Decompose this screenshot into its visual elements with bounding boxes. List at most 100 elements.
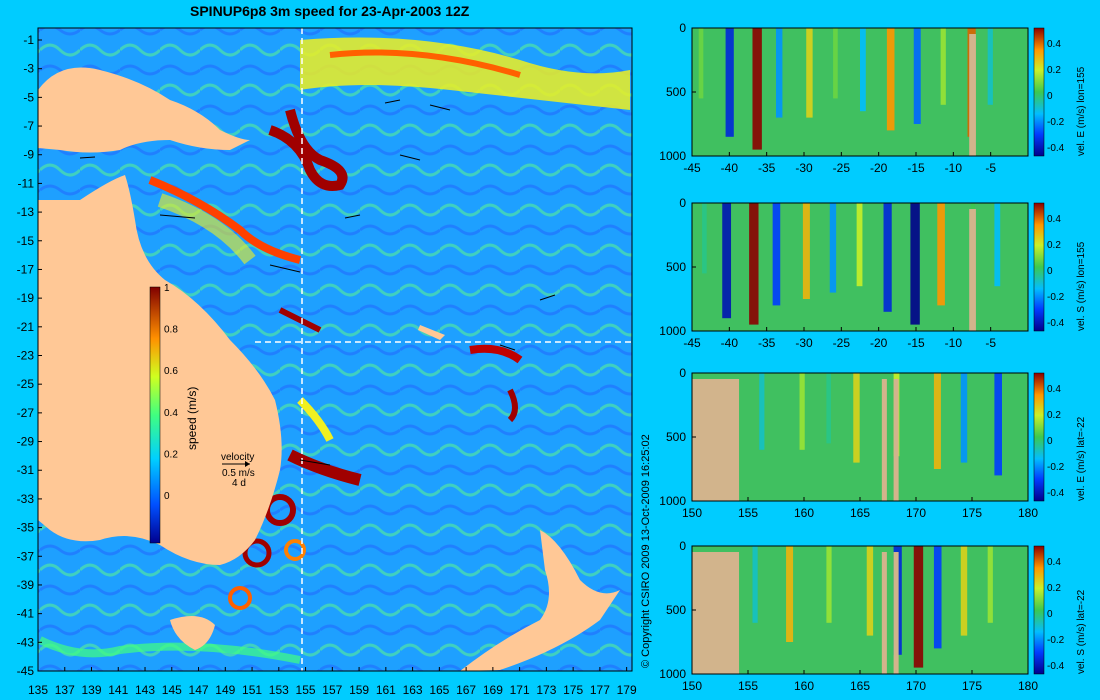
lat-tick-label: -13 bbox=[17, 205, 35, 219]
speed-colorbar-tick: 0 bbox=[164, 491, 170, 502]
velocity-stripe bbox=[856, 203, 863, 287]
section-colorbar-tick: -0.4 bbox=[1047, 488, 1065, 499]
section-colorbar-label: vel. S (m/s) lat=-22 bbox=[1076, 589, 1087, 674]
speed-colorbar-tick: 0.2 bbox=[164, 449, 178, 460]
velocity-stripe bbox=[960, 373, 968, 463]
lat-tick-label: -29 bbox=[17, 435, 35, 449]
section-colorbar-tick: -0.2 bbox=[1047, 462, 1065, 473]
lat-tick-labels: -1 -3 -5 -7 -9 -11 -13 -15 -17 -19 -21 -23 -25 -27 -29… bbox=[17, 33, 42, 678]
velocity-stripe bbox=[933, 546, 942, 649]
x-tick-label: -35 bbox=[758, 161, 776, 175]
lat-tick-label: -23 bbox=[17, 349, 35, 363]
velocity-stripe bbox=[937, 203, 945, 306]
land-mask bbox=[881, 552, 887, 674]
lat-tick-label: -27 bbox=[17, 406, 35, 420]
y-tick-label: 500 bbox=[666, 603, 686, 617]
section-background bbox=[692, 373, 1028, 501]
velocity-arrows bbox=[79, 99, 556, 466]
lon-tick-labels: 135 137 139 141 143 145 147 149 151 153 155 157 159 1… bbox=[28, 667, 637, 697]
lat-tick-label: -21 bbox=[17, 320, 35, 334]
section-colorbar-tick: 0.4 bbox=[1047, 39, 1061, 50]
lat-tick-label: -45 bbox=[17, 664, 35, 678]
lon-tick-label: 177 bbox=[590, 683, 610, 697]
x-tick-label: -10 bbox=[945, 161, 963, 175]
velocity-stripe bbox=[886, 28, 895, 131]
lat-tick-label: -39 bbox=[17, 578, 35, 592]
land-mask bbox=[881, 379, 887, 501]
section-colorbar-tick: 0 bbox=[1047, 436, 1053, 447]
velocity-stripe bbox=[698, 28, 704, 99]
x-tick-label: 160 bbox=[794, 679, 814, 693]
velocity-key-spacing: 4 d bbox=[232, 478, 246, 489]
page-title: SPINUP6p8 3m speed for 23-Apr-2003 12Z bbox=[190, 3, 470, 19]
map-frame bbox=[37, 27, 633, 672]
x-tick-label: -30 bbox=[795, 336, 813, 350]
velocity-key-label: velocity bbox=[221, 452, 254, 463]
lat-tick-label: -3 bbox=[23, 62, 34, 76]
lat-tick-label: -15 bbox=[17, 234, 35, 248]
section-background bbox=[692, 546, 1028, 674]
velocity-stripe bbox=[860, 28, 866, 112]
lat-tick-label: -1 bbox=[23, 33, 34, 47]
section-colorbar bbox=[1033, 372, 1045, 502]
section-colorbar-tick: 0.4 bbox=[1047, 214, 1061, 225]
x-tick-label: 165 bbox=[850, 679, 870, 693]
y-tick-label: 1000 bbox=[659, 324, 686, 338]
speed-colorbar bbox=[149, 286, 161, 544]
section-colorbar-tick: -0.2 bbox=[1047, 117, 1065, 128]
lon-tick-label: 135 bbox=[28, 683, 48, 697]
velocity-stripe bbox=[759, 373, 765, 450]
section-colorbar bbox=[1033, 27, 1045, 157]
y-tick-label: 1000 bbox=[659, 494, 686, 508]
y-tick-label: 500 bbox=[666, 85, 686, 99]
y-tick-label: 0 bbox=[679, 539, 686, 553]
x-tick-label: -30 bbox=[795, 161, 813, 175]
x-tick-label: -20 bbox=[870, 336, 888, 350]
velocity-stripe bbox=[829, 203, 837, 293]
y-tick-label: 0 bbox=[679, 196, 686, 210]
land-mask bbox=[969, 34, 976, 156]
velocity-key-value: 0.5 m/s bbox=[222, 468, 255, 479]
lon-tick-label: 161 bbox=[376, 683, 396, 697]
speed-colorbar-tick: 1 bbox=[164, 283, 170, 294]
x-tick-label: 170 bbox=[906, 679, 926, 693]
x-tick-label: -15 bbox=[907, 161, 925, 175]
velocity-stripe bbox=[806, 28, 813, 118]
lon-tick-label: 165 bbox=[429, 683, 449, 697]
lon-tick-label: 145 bbox=[162, 683, 182, 697]
velocity-stripe bbox=[833, 28, 838, 99]
x-tick-label: 175 bbox=[962, 506, 982, 520]
velocity-stripe bbox=[913, 546, 924, 668]
x-tick-label: -35 bbox=[758, 336, 776, 350]
lon-tick-label: 143 bbox=[135, 683, 155, 697]
lat-tick-label: -35 bbox=[17, 521, 35, 535]
section-colorbar-tick: 0.2 bbox=[1047, 65, 1061, 76]
x-tick-label: -45 bbox=[683, 161, 701, 175]
lat-tick-label: -7 bbox=[23, 119, 34, 133]
section-colorbar-tick: 0 bbox=[1047, 266, 1053, 277]
section-colorbar-label: vel. E (m/s) lon=155 bbox=[1076, 66, 1087, 156]
velocity-stripe bbox=[866, 546, 874, 636]
lon-tick-label: 169 bbox=[483, 683, 503, 697]
lon-tick-label: 173 bbox=[536, 683, 556, 697]
lon-tick-label: 149 bbox=[215, 683, 235, 697]
velocity-stripe bbox=[722, 203, 732, 319]
lat-tick-label: -25 bbox=[17, 377, 35, 391]
lon-tick-label: 139 bbox=[81, 683, 101, 697]
speed-map: 135 137 139 141 143 145 147 149 151 153 155 157 159 1… bbox=[17, 27, 637, 697]
section-colorbar-tick: -0.4 bbox=[1047, 661, 1065, 672]
x-tick-label: -40 bbox=[721, 161, 739, 175]
velocity-stripe bbox=[994, 373, 1002, 476]
section-colorbar-tick: -0.4 bbox=[1047, 143, 1065, 154]
section-colorbar-tick: 0.4 bbox=[1047, 557, 1061, 568]
y-tick-label: 500 bbox=[666, 430, 686, 444]
x-tick-label: -25 bbox=[833, 336, 851, 350]
land-mask bbox=[692, 552, 740, 674]
x-tick-label: 150 bbox=[682, 679, 702, 693]
x-tick-label: 160 bbox=[794, 506, 814, 520]
x-tick-label: 155 bbox=[738, 679, 758, 693]
velocity-stripe bbox=[933, 373, 941, 469]
velocity-stripe bbox=[752, 28, 762, 150]
velocity-stripe bbox=[749, 203, 759, 325]
land-mask bbox=[893, 379, 899, 501]
